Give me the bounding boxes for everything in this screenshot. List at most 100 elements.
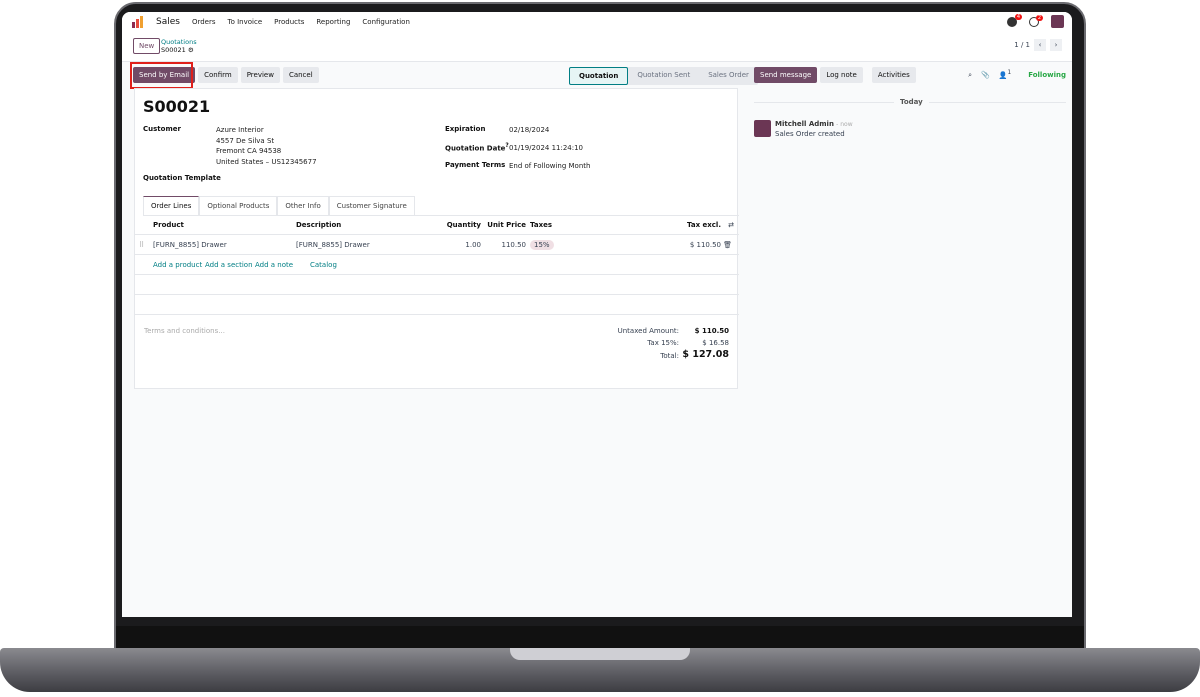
expiration-field[interactable]: 02/18/2024 [509,126,550,134]
tab-other-info[interactable]: Other Info [277,196,329,215]
tab-customer-signature[interactable]: Customer Signature [328,196,415,215]
quotation-date-label: Quotation Date? [445,143,509,153]
customer-name: Azure Interior [216,126,264,134]
message-body: Sales Order created [775,130,845,138]
status-bar: Quotation Quotation Sent Sales Order [569,67,758,85]
preview-button[interactable]: Preview [240,67,280,83]
drag-handle-icon[interactable]: ⠿ [139,241,145,249]
form-sheet: S00021 Customer Azure Interior 4557 De S… [134,88,739,389]
empty-row [135,295,739,315]
menu-configuration[interactable]: Configuration [362,18,410,26]
trash-icon[interactable]: 🗑 [723,241,732,249]
activities-badge: 2 [1035,14,1043,21]
expiration-label: Expiration [445,125,486,133]
header-quantity[interactable]: Quantity [446,221,481,229]
highlight-box [130,62,193,89]
column-settings-icon[interactable]: ⇄ [728,221,734,229]
cell-product[interactable]: [FURN_8855] Drawer [153,241,227,249]
tabs: Order Lines Optional Products Other Info… [143,196,739,216]
chevron-left-icon[interactable]: ‹ [1034,39,1046,51]
customer-country: United States – US12345677 [216,157,317,166]
header-product[interactable]: Product [153,221,184,229]
user-avatar[interactable] [1051,15,1064,28]
cell-subtotal: $ 110.50 [689,241,721,249]
breadcrumb-quotations[interactable]: Quotations [161,38,197,46]
customer-street: 4557 De Silva St [216,136,275,145]
new-button[interactable]: New [133,38,161,54]
menu-reporting[interactable]: Reporting [316,18,351,26]
log-note-button[interactable]: Log note [820,67,863,83]
payment-terms-label: Payment Terms [445,161,506,169]
terms-input[interactable]: Terms and conditions... [144,327,225,335]
add-line-row: Add a product Add a section Add a note C… [135,255,739,275]
message-author[interactable]: Mitchell Admin [775,120,834,128]
search-icon[interactable]: ⌕ [968,70,973,79]
untaxed-label: Untaxed Amount: [617,327,679,335]
status-quotation[interactable]: Quotation [569,67,629,85]
quotation-template-label: Quotation Template [143,174,221,182]
activities-button[interactable]: Activities [871,67,916,83]
gear-icon[interactable]: ⚙ [187,46,194,54]
empty-row [135,275,739,295]
laptop-notch [510,648,690,660]
chatter: Send message Log note Activities ⌕ 📎 👤1 … [754,67,1066,138]
add-section-link[interactable]: Add a section [205,261,253,269]
catalog-link[interactable]: Catalog [310,261,337,269]
header-unit-price[interactable]: Unit Price [487,221,526,229]
header-taxes[interactable]: Taxes [530,221,553,229]
menu-orders[interactable]: Orders [191,18,216,26]
following-button[interactable]: Following [1028,71,1066,79]
payment-terms-field[interactable]: End of Following Month [509,162,591,170]
messages-icon[interactable]: 4 [1007,13,1022,27]
cell-description[interactable]: [FURN_8855] Drawer [296,241,370,249]
add-note-link[interactable]: Add a note [255,261,294,269]
tab-order-lines[interactable]: Order Lines [143,196,200,215]
pager: 1 / 1 ‹ › [1014,39,1062,51]
activities-clock-icon[interactable]: 2 [1029,14,1043,27]
tax-label: Tax 15%: [647,339,679,347]
add-product-link[interactable]: Add a product [153,261,203,269]
confirm-button[interactable]: Confirm [198,67,238,83]
page-title: S00021 [143,97,211,116]
help-icon[interactable]: ? [505,143,509,149]
menu-products[interactable]: Products [274,18,305,26]
record-name: S00021 [161,46,186,54]
cell-quantity[interactable]: 1.00 [465,241,481,249]
author-avatar [754,120,771,137]
app-logo-icon[interactable] [132,16,144,28]
breadcrumb-current: S00021 ⚙ [161,46,194,54]
table-row[interactable]: ⠿ [FURN_8855] Drawer [FURN_8855] Drawer … [135,235,739,255]
cell-unit-price[interactable]: 110.50 [501,241,527,249]
send-by-email-button[interactable]: Send by Email [133,67,196,83]
paperclip-icon[interactable]: 📎 [981,71,990,79]
customer-city: Fremont CA 94538 [216,147,282,155]
tab-optional-products[interactable]: Optional Products [199,196,278,215]
total-value: $ 127.08 [682,349,729,360]
message-time: - now [836,121,853,128]
status-quotation-sent[interactable]: Quotation Sent [637,71,691,79]
message: Mitchell Admin - now Sales Order created [775,120,853,138]
table-header: Product Description Quantity Unit Price … [135,215,739,235]
followers-icon[interactable]: 👤1 [998,70,1012,80]
laptop-chin [116,626,1084,648]
tax-value: $ 16.58 [702,339,729,347]
chevron-right-icon[interactable]: › [1050,39,1062,51]
action-buttons: Send by Email Confirm Preview Cancel [133,67,319,83]
header-description[interactable]: Description [296,221,342,229]
cancel-button[interactable]: Cancel [282,67,319,83]
quotation-date-field[interactable]: 01/19/2024 11:24:10 [509,144,584,152]
header-tax-excl[interactable]: Tax excl. [686,221,721,229]
date-separator: Today [754,98,1066,106]
send-message-button[interactable]: Send message [754,67,818,83]
app-name[interactable]: Sales [156,17,180,27]
screen: Sales Orders To Invoice Products Reporti… [122,12,1072,617]
status-sales-order[interactable]: Sales Order [708,71,749,79]
customer-label: Customer [143,125,181,133]
control-panel: New Quotations S00021 ⚙ 1 / 1 ‹ › [122,32,1072,62]
total-label: Total: [660,352,679,360]
menu-to-invoice[interactable]: To Invoice [227,18,263,26]
untaxed-value: $ 110.50 [694,327,729,335]
top-navbar: Sales Orders To Invoice Products Reporti… [122,12,1072,32]
customer-field[interactable]: Azure Interior 4557 De Silva St Fremont … [216,125,317,167]
tax-badge[interactable]: 15% [530,240,554,250]
